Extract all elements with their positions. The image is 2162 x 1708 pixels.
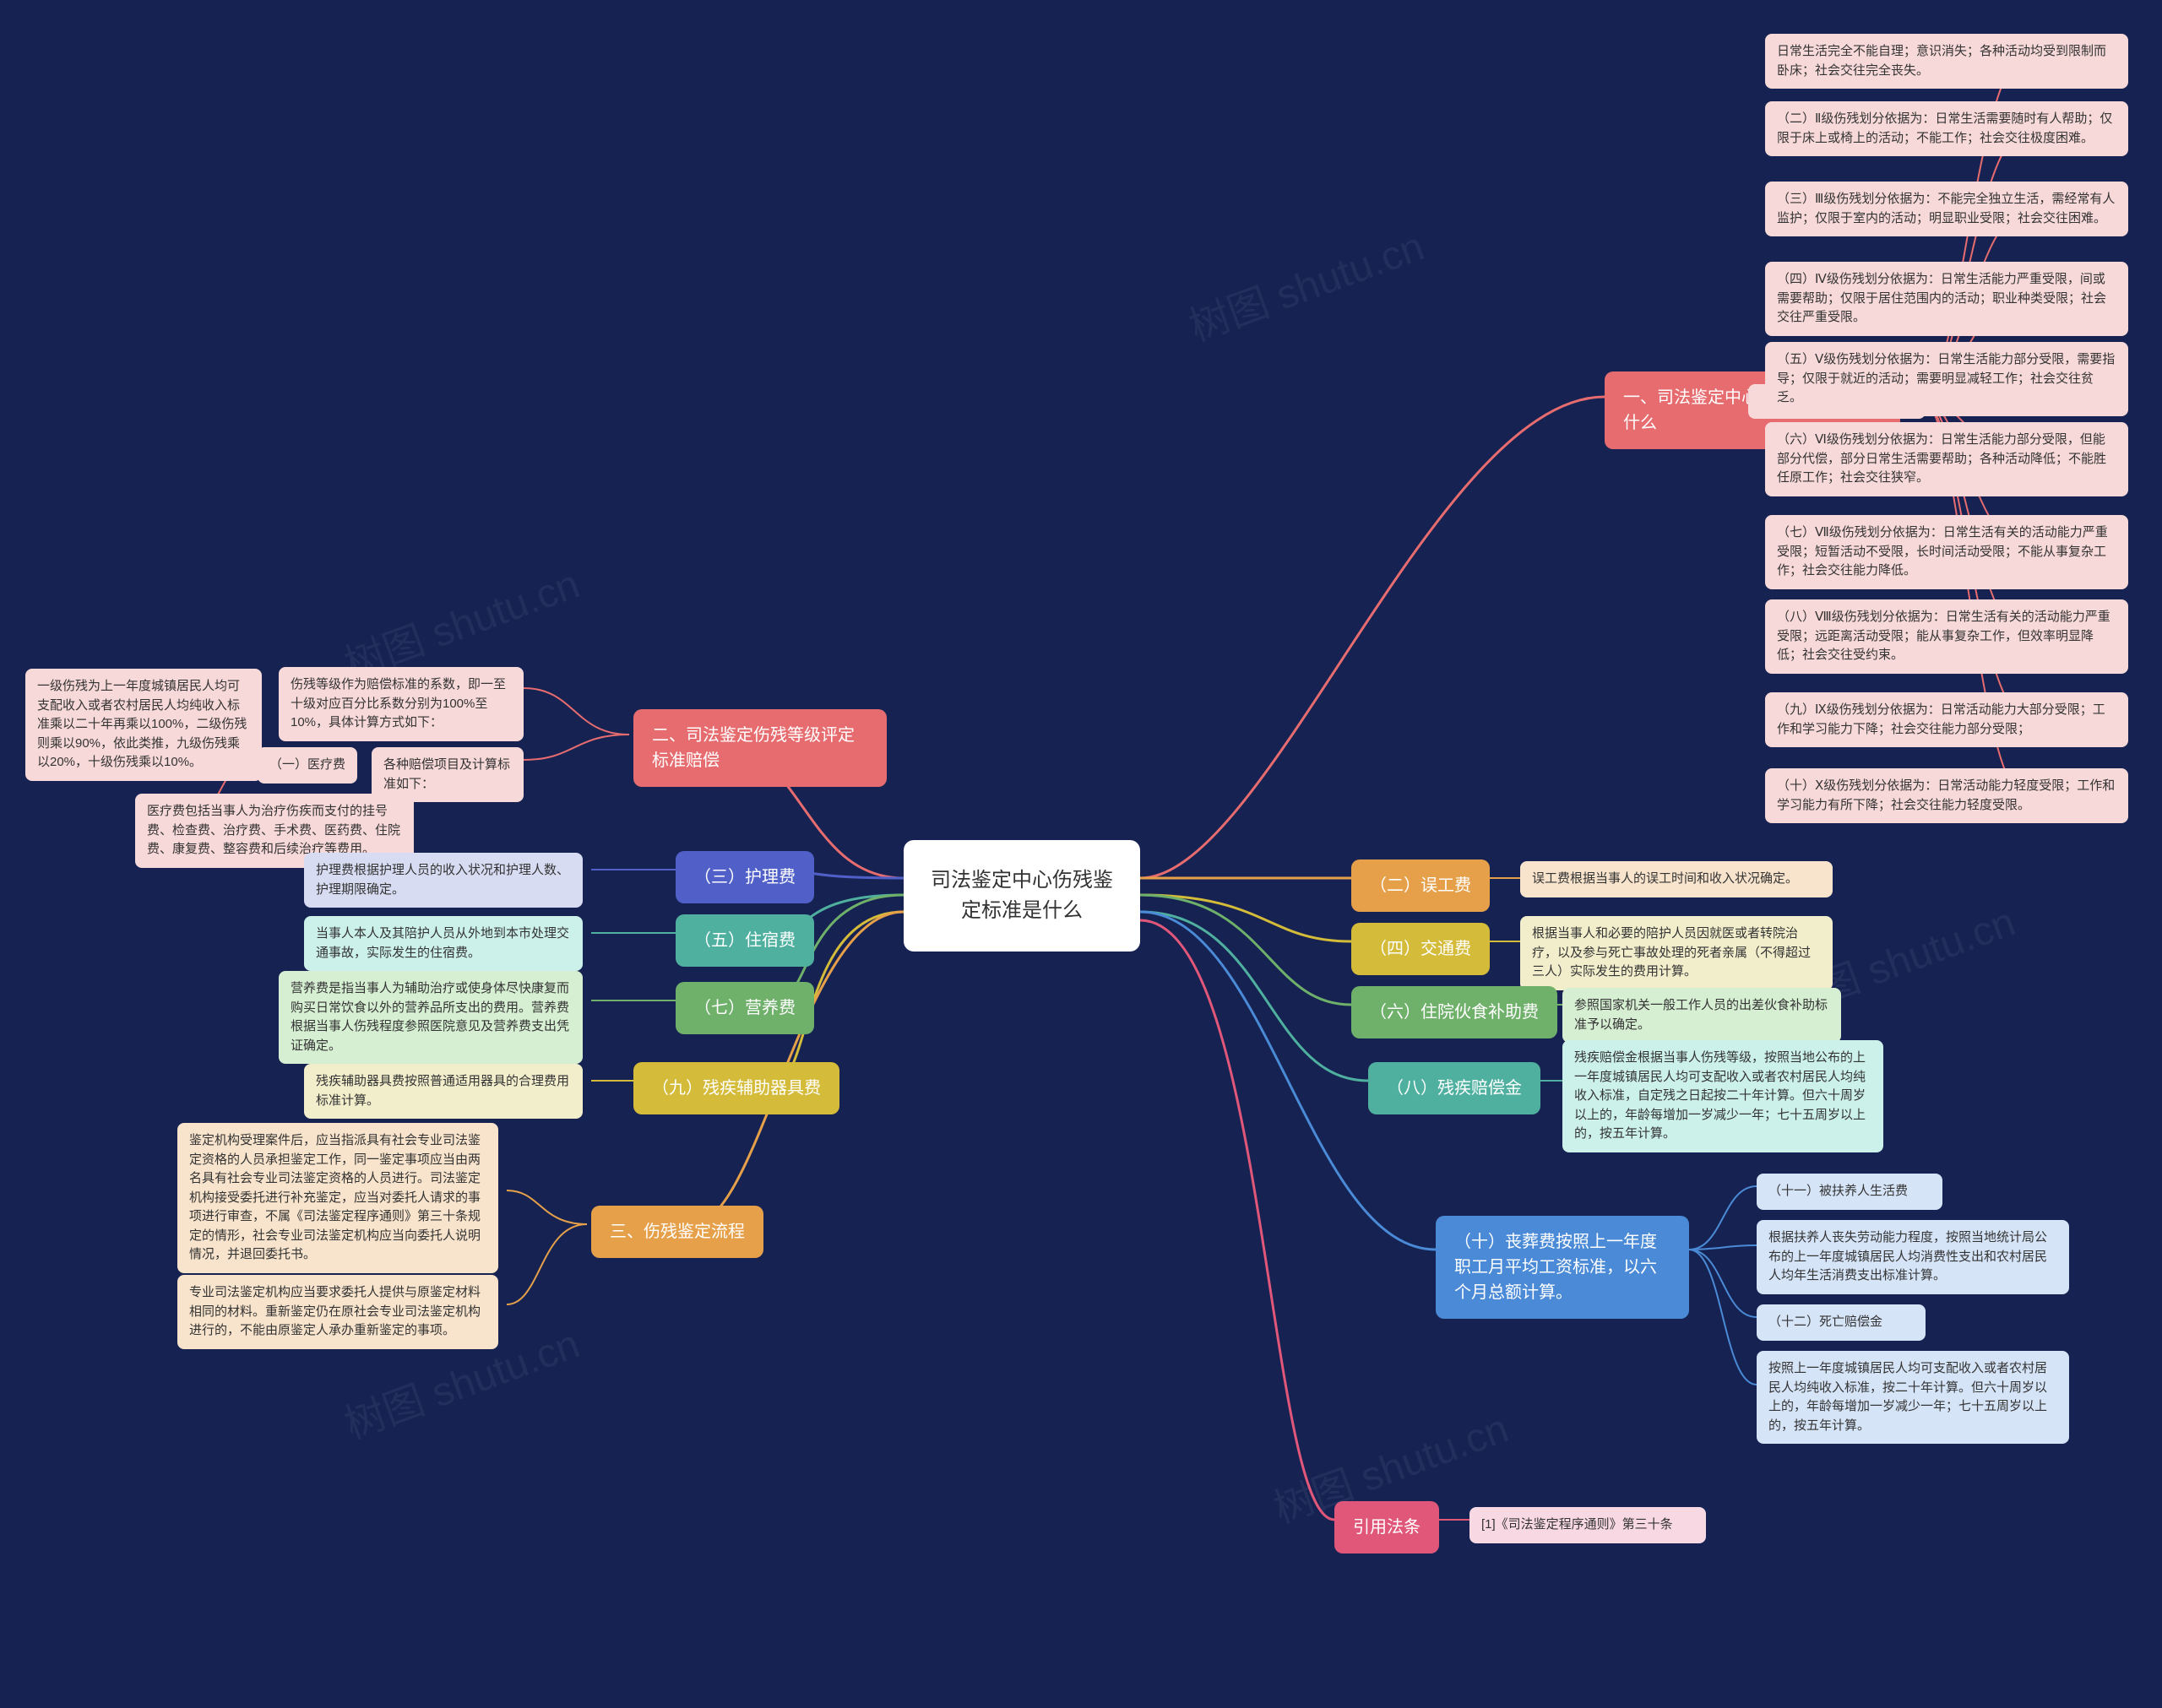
leaf-funeral-b: 根据扶养人丧失劳动能力程度，按照当地统计局公布的上一年度城镇居民人均消费性支出和…	[1757, 1220, 2069, 1294]
branch-lodging: （五）住宿费	[676, 914, 814, 967]
branch-process: 三、伤残鉴定流程	[591, 1206, 763, 1258]
leaf-grade3: （三）Ⅲ级伤残划分依据为：不能完全独立生活，需经常有人监护；仅限于室内的活动；明…	[1765, 182, 2128, 236]
leaf-miswork: 误工费根据当事人的误工时间和收入状况确定。	[1520, 861, 1833, 897]
leaf-grade9: （九）Ⅸ级伤残划分依据为：日常活动能力大部分受限；工作和学习能力下降；社会交往能…	[1765, 692, 2128, 747]
leaf-grade2: （二）Ⅱ级伤残划分依据为：日常生活需要随时有人帮助；仅限于床上或椅上的活动；不能…	[1765, 101, 2128, 156]
leaf-nutrition: 营养费是指当事人为辅助治疗或使身体尽快康复而购买日常饮食以外的营养品所支出的费用…	[279, 971, 583, 1064]
leaf-grade8: （八）Ⅷ级伤残划分依据为：日常生活有关的活动能力严重受限；远距离活动受限；能从事…	[1765, 599, 2128, 674]
branch-miswork: （二）误工费	[1351, 859, 1490, 912]
branch-meals: （六）住院伙食补助费	[1351, 986, 1557, 1038]
leaf-process-b: 专业司法鉴定机构应当要求委托人提供与原鉴定材料相同的材料。重新鉴定仍在原社会专业…	[177, 1275, 498, 1349]
leaf-grade10: （十）Ⅹ级伤残划分依据为：日常活动能力轻度受限；工作和学习能力有所下降；社会交往…	[1765, 768, 2128, 823]
branch-disamt: （八）残疾赔偿金	[1368, 1062, 1540, 1114]
leaf-grade7: （七）Ⅶ级伤残划分依据为：日常生活有关的活动能力严重受限；短暂活动不受限，长时间…	[1765, 515, 2128, 589]
leaf-funeral-d: 按照上一年度城镇居民人均可支配收入或者农村居民人均纯收入标准，按二十年计算。但六…	[1757, 1351, 2069, 1444]
leaf-transport: 根据当事人和必要的陪护人员因就医或者转院治疗，以及参与死亡事故处理的死者亲属（不…	[1520, 916, 1833, 990]
leaf-grade1: 日常生活完全不能自理；意识消失；各种活动均受到限制而卧床；社会交往完全丧失。	[1765, 34, 2128, 89]
leaf-law: [1]《司法鉴定程序通则》第三十条	[1469, 1507, 1706, 1543]
leaf-grade4: （四）Ⅳ级伤残划分依据为：日常生活能力严重受限，间或需要帮助；仅限于居住范围内的…	[1765, 262, 2128, 336]
watermark: 树图 shutu.cn	[1180, 213, 1431, 352]
leaf-lodging: 当事人本人及其陪护人员从外地到本市处理交通事故，实际发生的住宿费。	[304, 916, 583, 971]
leaf-medical: （一）医疗费	[258, 747, 357, 784]
leaf-process-a: 鉴定机构受理案件后，应当指派具有社会专业司法鉴定资格的人员承担鉴定工作，同一鉴定…	[177, 1123, 498, 1273]
leaf-grade6: （六）Ⅵ级伤残划分依据为：日常生活能力部分受限，但能部分代偿，部分日常生活需要帮…	[1765, 422, 2128, 496]
leaf-coef: 伤残等级作为赔偿标准的系数，即一至十级对应百分比系数分别为100%至10%，具体…	[279, 667, 524, 741]
leaf-funeral-c: （十二）死亡赔偿金	[1757, 1304, 1926, 1341]
leaf-meals: 参照国家机关一般工作人员的出差伙食补助标准予以确定。	[1562, 988, 1841, 1043]
leaf-grade-calc: 一级伤残为上一年度城镇居民人均可支配收入或者农村居民人均纯收入标准乘以二十年再乘…	[25, 669, 262, 781]
leaf-aid: 残疾辅助器具费按照普通适用器具的合理费用标准计算。	[304, 1064, 583, 1119]
leaf-funeral-a: （十一）被扶养人生活费	[1757, 1174, 1942, 1210]
branch-aid: （九）残疾辅助器具费	[633, 1062, 839, 1114]
branch-compensation: 二、司法鉴定伤残等级评定标准赔偿	[633, 709, 887, 787]
branch-nurse: （三）护理费	[676, 851, 814, 903]
leaf-grade5: （五）Ⅴ级伤残划分依据为：日常生活能力部分受限，需要指导；仅限于就近的活动；需要…	[1765, 342, 2128, 416]
branch-transport: （四）交通费	[1351, 923, 1490, 975]
branch-law: 引用法条	[1334, 1501, 1439, 1553]
leaf-disamt: 残疾赔偿金根据当事人伤残等级，按照当地公布的上一年度城镇居民人均可支配收入或者农…	[1562, 1040, 1883, 1152]
branch-nutrition: （七）营养费	[676, 982, 814, 1034]
root-node: 司法鉴定中心伤残鉴定标准是什么	[904, 840, 1140, 952]
branch-funeral: （十）丧葬费按照上一年度职工月平均工资标准，以六个月总额计算。	[1436, 1216, 1689, 1319]
leaf-nurse: 护理费根据护理人员的收入状况和护理人数、护理期限确定。	[304, 853, 583, 908]
